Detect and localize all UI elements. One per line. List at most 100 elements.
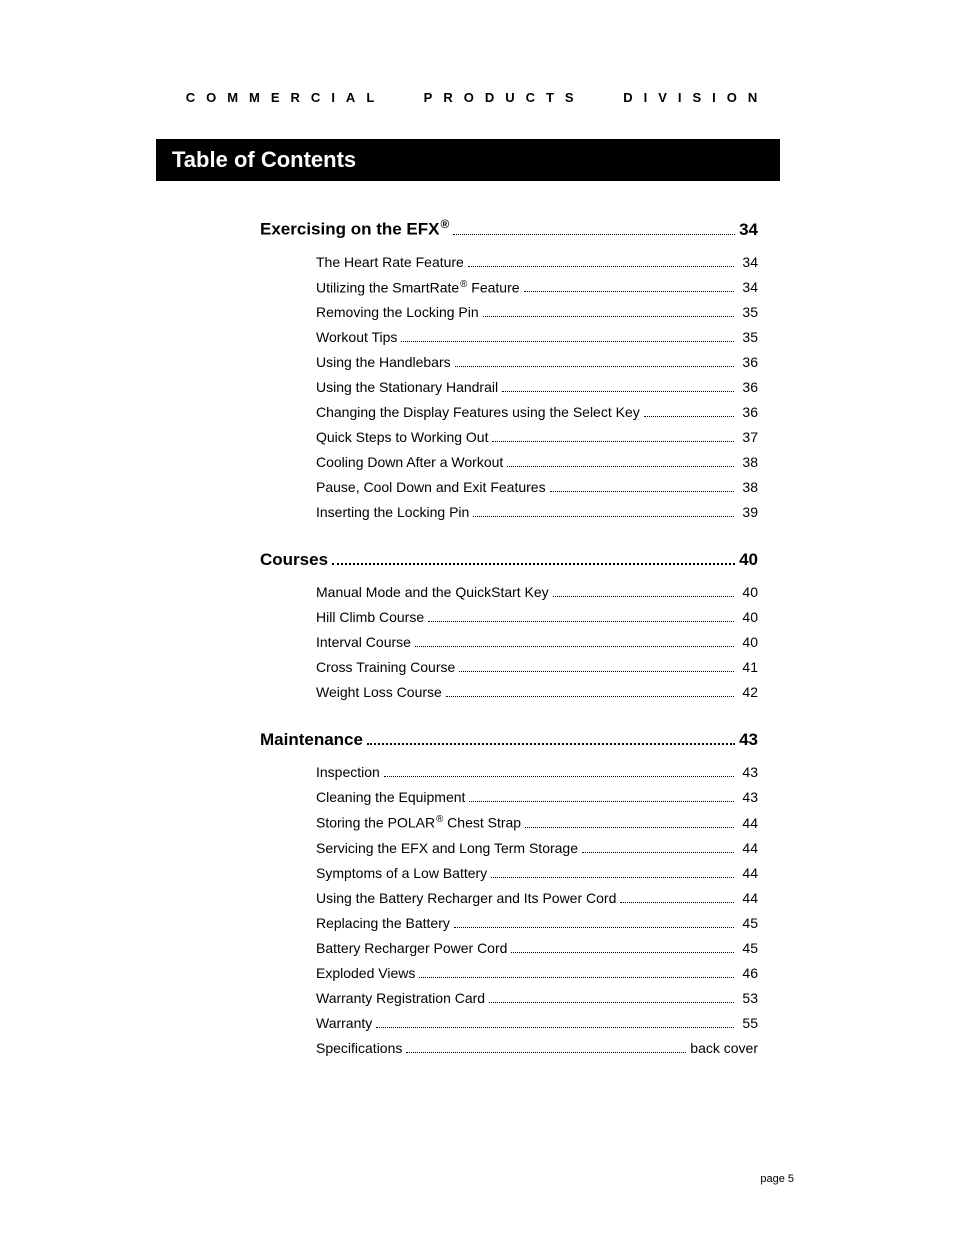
toc-item-label: Changing the Display Features using the … <box>316 404 640 420</box>
toc-item-row: Exploded Views 46 <box>316 965 758 981</box>
toc-item-label-text: Cross Training Course <box>316 659 455 675</box>
toc-item-page: 35 <box>738 329 758 345</box>
leader-dots <box>446 696 734 697</box>
leader-dots <box>502 391 734 392</box>
toc-item-label: The Heart Rate Feature <box>316 254 464 270</box>
toc-section-row: Maintenance 43 <box>260 730 758 750</box>
toc-item-label: Using the Battery Recharger and Its Powe… <box>316 890 616 906</box>
toc-item-row: Cleaning the Equipment 43 <box>316 789 758 805</box>
leader-dots <box>644 416 734 417</box>
toc-item-page: 44 <box>738 890 758 906</box>
leader-dots <box>473 516 734 517</box>
toc-item-label: Interval Course <box>316 634 411 650</box>
toc-item-label-text: Changing the Display Features using the … <box>316 404 640 420</box>
toc-item-page: 38 <box>738 479 758 495</box>
division-header: COMMERCIAL PRODUCTS DIVISION <box>160 90 794 105</box>
toc-items: Inspection 43 Cleaning the Equipment 43 St… <box>316 764 758 1056</box>
leader-dots <box>454 927 734 928</box>
toc-item-row: Removing the Locking Pin 35 <box>316 304 758 320</box>
toc-section-row: Exercising on the EFX® 34 <box>260 217 758 240</box>
toc-item-label-text: Specifications <box>316 1040 402 1056</box>
leader-dots <box>511 952 734 953</box>
toc-item-row: Cooling Down After a Workout 38 <box>316 454 758 470</box>
toc-item-label-text: Hill Climb Course <box>316 609 424 625</box>
toc-item-label-text: Cooling Down After a Workout <box>316 454 503 470</box>
leader-dots <box>469 801 734 802</box>
toc-item-label-text: Battery Recharger Power Cord <box>316 940 507 956</box>
toc-item-label: Utilizing the SmartRate® Feature <box>316 279 520 296</box>
toc-item-page: back cover <box>690 1040 758 1056</box>
leader-dots <box>332 563 735 565</box>
toc-item-label: Workout Tips <box>316 329 397 345</box>
toc-item-row: Inserting the Locking Pin 39 <box>316 504 758 520</box>
leader-dots <box>553 596 734 597</box>
toc-item-label: Cooling Down After a Workout <box>316 454 503 470</box>
toc-item-label: Symptoms of a Low Battery <box>316 865 487 881</box>
toc-item-page: 43 <box>738 789 758 805</box>
toc-item-label-text: Manual Mode and the QuickStart Key <box>316 584 549 600</box>
toc-item-label-text: Using the Handlebars <box>316 354 451 370</box>
leader-dots <box>489 1002 734 1003</box>
toc-item-row: Storing the POLAR® Chest Strap 44 <box>316 814 758 831</box>
toc-item-row: Workout Tips 35 <box>316 329 758 345</box>
toc-item-label-text: Workout Tips <box>316 329 397 345</box>
toc-item-row: Inspection 43 <box>316 764 758 780</box>
leader-dots <box>376 1027 734 1028</box>
toc-item-label-text: Warranty Registration Card <box>316 990 485 1006</box>
leader-dots <box>459 671 734 672</box>
toc-item-label-text: Symptoms of a Low Battery <box>316 865 487 881</box>
toc-item-label-text: Warranty <box>316 1015 372 1031</box>
toc-item-label-text: Inserting the Locking Pin <box>316 504 469 520</box>
leader-dots <box>419 977 734 978</box>
page: COMMERCIAL PRODUCTS DIVISION Table of Co… <box>0 0 954 1235</box>
toc-section-page: 40 <box>739 550 758 570</box>
toc-item-label-text: Chest Strap <box>443 815 521 831</box>
toc-item-row: Changing the Display Features using the … <box>316 404 758 420</box>
toc-item-label: Cleaning the Equipment <box>316 789 465 805</box>
leader-dots <box>428 621 734 622</box>
toc-section-label: Maintenance <box>260 730 363 750</box>
toc-item-row: Warranty 55 <box>316 1015 758 1031</box>
leader-dots <box>367 743 735 745</box>
toc-item-label: Removing the Locking Pin <box>316 304 479 320</box>
toc-item-label-text: Using the Battery Recharger and Its Powe… <box>316 890 616 906</box>
toc-item-page: 35 <box>738 304 758 320</box>
toc-item-page: 44 <box>738 840 758 856</box>
leader-dots <box>483 316 734 317</box>
toc-item-label: Storing the POLAR® Chest Strap <box>316 814 521 831</box>
leader-dots <box>525 827 734 828</box>
toc-section-label-text: Maintenance <box>260 730 363 749</box>
leader-dots <box>550 491 734 492</box>
leader-dots <box>524 291 734 292</box>
toc-item-label: Hill Climb Course <box>316 609 424 625</box>
leader-dots <box>453 234 735 235</box>
toc-item-label-text: Servicing the EFX and Long Term Storage <box>316 840 578 856</box>
toc-item-label: Exploded Views <box>316 965 415 981</box>
toc-item-page: 40 <box>738 634 758 650</box>
toc-item-label: Quick Steps to Working Out <box>316 429 488 445</box>
toc-item-label: Cross Training Course <box>316 659 455 675</box>
toc-item-page: 41 <box>738 659 758 675</box>
toc-item-page: 40 <box>738 609 758 625</box>
toc-item-label: Battery Recharger Power Cord <box>316 940 507 956</box>
toc-section-page: 43 <box>739 730 758 750</box>
toc-item-row: Battery Recharger Power Cord 45 <box>316 940 758 956</box>
toc-item-label: Weight Loss Course <box>316 684 442 700</box>
toc-item-row: Using the Stationary Handrail 36 <box>316 379 758 395</box>
toc-item-page: 38 <box>738 454 758 470</box>
toc-item-label-text: The Heart Rate Feature <box>316 254 464 270</box>
leader-dots <box>492 441 734 442</box>
toc-title-bar: Table of Contents <box>156 139 780 181</box>
toc-item-label: Pause, Cool Down and Exit Features <box>316 479 546 495</box>
registered-mark: ® <box>441 217 450 231</box>
toc-item-page: 36 <box>738 404 758 420</box>
toc-item-page: 37 <box>738 429 758 445</box>
toc-item-page: 36 <box>738 379 758 395</box>
toc-item-row: Utilizing the SmartRate® Feature 34 <box>316 279 758 296</box>
toc-section-label: Courses <box>260 550 328 570</box>
toc-section-label-text: Courses <box>260 550 328 569</box>
toc-item-label-text: Cleaning the Equipment <box>316 789 465 805</box>
toc-item-label-text: Pause, Cool Down and Exit Features <box>316 479 546 495</box>
toc-item-label: Warranty <box>316 1015 372 1031</box>
toc-section: Exercising on the EFX® 34 The Heart Rate … <box>260 217 758 520</box>
